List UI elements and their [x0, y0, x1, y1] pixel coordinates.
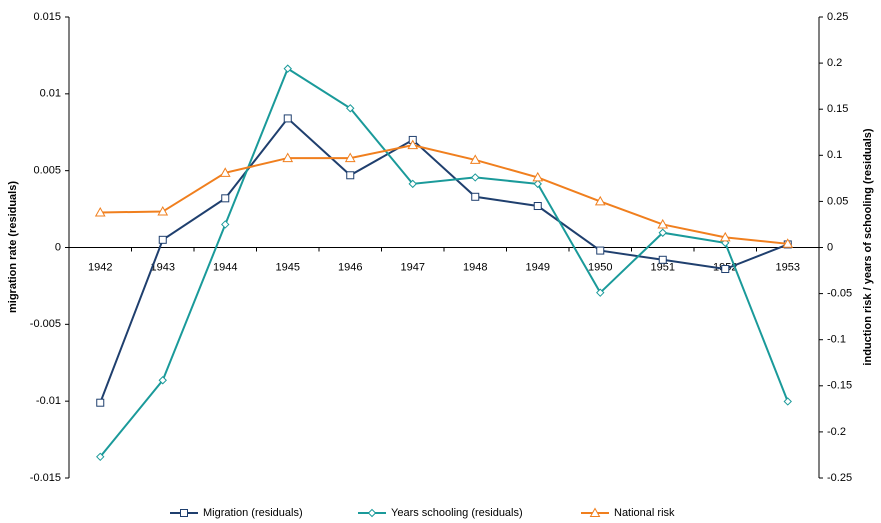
point — [658, 255, 667, 264]
y2-tick-label: 0.2 — [827, 57, 842, 69]
point — [658, 228, 667, 237]
point — [533, 202, 542, 211]
point — [533, 179, 542, 189]
legend-label: Migration (residuals) — [203, 507, 303, 519]
point — [157, 206, 169, 216]
point — [346, 171, 355, 180]
x-tick-label: 1947 — [401, 261, 425, 273]
y-tick-label: 0.01 — [40, 88, 61, 100]
y-tick-label: -0.01 — [36, 395, 61, 407]
point — [94, 206, 106, 217]
point — [283, 114, 292, 123]
x-tick-label: 1946 — [338, 261, 362, 273]
point — [594, 195, 606, 206]
point — [283, 64, 292, 73]
point — [344, 152, 356, 163]
y2-tick-label: -0.1 — [827, 334, 846, 346]
legend-label: National risk — [614, 507, 675, 519]
legend-marker — [367, 508, 377, 518]
y2-tick-label: 0.15 — [827, 103, 848, 115]
point — [596, 246, 605, 255]
x-tick-label: 1945 — [276, 261, 300, 273]
y-tick-label: -0.005 — [30, 318, 61, 330]
point — [471, 173, 480, 182]
x-tick-label: 1944 — [213, 261, 237, 273]
point — [221, 220, 230, 229]
y2-tick-label: 0.1 — [827, 149, 842, 161]
point — [408, 179, 417, 189]
point — [719, 231, 731, 242]
point — [221, 194, 230, 203]
point — [783, 397, 792, 406]
y-tick-label: 0.015 — [33, 11, 61, 23]
point — [782, 238, 794, 248]
point — [219, 167, 231, 177]
point — [657, 218, 669, 229]
y2-axis-title: induction risk / years of schooling (res… — [862, 128, 874, 365]
point — [282, 152, 294, 163]
y-tick-label: 0 — [55, 241, 61, 253]
point — [721, 265, 730, 274]
point — [158, 376, 167, 385]
x-tick-label: 1950 — [588, 261, 612, 273]
y2-tick-label: -0.25 — [827, 472, 852, 484]
point — [158, 235, 167, 244]
x-tick-label: 1951 — [651, 261, 675, 273]
point — [407, 139, 419, 150]
x-tick-label: 1942 — [88, 261, 112, 273]
point — [346, 104, 355, 113]
y2-tick-label: 0.25 — [827, 11, 848, 23]
series-line — [100, 144, 788, 245]
x-tick-label: 1948 — [463, 261, 487, 273]
y2-tick-label: 0.05 — [827, 195, 848, 207]
point — [471, 192, 480, 201]
y-tick-label: -0.015 — [30, 472, 61, 484]
x-tick-label: 1943 — [151, 261, 175, 273]
y2-tick-label: 0 — [827, 241, 833, 253]
point — [96, 398, 105, 407]
point — [469, 154, 481, 164]
point — [96, 452, 105, 462]
series-line — [99, 67, 789, 458]
y2-tick-label: -0.2 — [827, 426, 846, 438]
point — [596, 288, 605, 297]
y-tick-label: 0.005 — [33, 165, 61, 177]
y-axis-title: migration rate (residuals) — [7, 181, 19, 313]
series-line — [99, 116, 789, 404]
y2-tick-label: -0.15 — [827, 380, 852, 392]
legend-marker — [180, 509, 188, 517]
y2-tick-label: -0.05 — [827, 288, 852, 300]
legend-marker — [589, 507, 601, 517]
x-tick-label: 1953 — [776, 261, 800, 273]
legend-label: Years schooling (residuals) — [391, 507, 523, 519]
x-tick-label: 1949 — [526, 261, 550, 273]
point — [532, 171, 544, 182]
